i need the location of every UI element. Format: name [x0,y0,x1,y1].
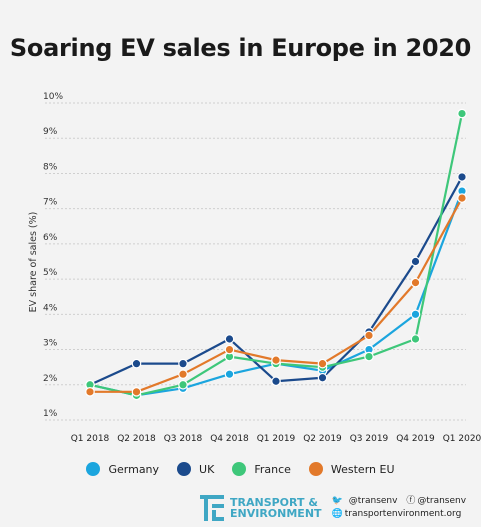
logo-line-1: TRANSPORT & [230,496,318,509]
legend-swatch [177,462,192,476]
legend-label: Germany [108,462,160,476]
data-point [457,172,467,182]
y-tick-label: 6% [43,233,58,243]
x-tick-label: Q4 2019 [396,434,435,444]
y-tick-label: 8% [43,162,58,172]
legend-label: France [254,462,291,476]
website-link[interactable]: transportenvironment.org [344,509,462,519]
data-point [317,372,328,383]
y-axis-label: EV share of sales (%) [28,212,39,313]
footer-branding: TRANSPORT & ENVIRONMENT 🐦 @transenv ⓕ @tra… [200,492,481,524]
y-tick-label: 9% [43,127,58,137]
x-tick-label: Q3 2018 [164,434,203,444]
legend-swatch [308,462,323,476]
x-tick-label: Q1 2019 [257,434,296,444]
x-tick-label: Q1 2020 [443,434,481,444]
legend-label: Western EU [330,462,395,476]
facebook-handle[interactable]: @transenv [417,496,467,506]
facebook-icon: ⓕ [406,496,416,506]
x-tick-label: Q2 2018 [117,434,156,444]
data-point [410,277,421,288]
globe-icon: 🌐 [331,509,343,519]
data-point [224,334,235,344]
y-tick-label: 1% [43,409,58,419]
data-point [410,309,421,320]
data-point [224,344,235,355]
legend-swatch [86,462,101,476]
y-tick-label: 7% [43,198,58,208]
legend-item: UK [177,462,214,476]
data-point [457,108,467,119]
y-tick-label: 4% [43,303,58,313]
legend-item: France [232,462,291,476]
data-point [131,358,142,369]
data-point [364,330,374,341]
data-point [178,379,188,390]
data-point [457,193,467,203]
data-point [131,387,142,397]
legend-label: UK [199,462,215,476]
social-links: 🐦 @transenv ⓕ @transenv 🌐 transportenvironm… [332,495,473,521]
data-point [364,351,374,362]
y-tick-label: 3% [43,339,58,349]
twitter-handle[interactable]: @transenv [348,496,398,506]
x-tick-label: Q1 2018 [71,434,110,444]
y-tick-label: 2% [43,374,58,384]
data-point [178,369,188,380]
series-line [89,113,464,397]
data-point [178,358,188,369]
legend-item: Germany [86,462,159,476]
legend-swatch [232,462,247,476]
logo-line-2: ENVIRONMENT [230,507,322,520]
series-line [89,176,463,386]
x-tick-label: Q2 2019 [303,434,342,444]
data-point [85,387,95,397]
logo-text: TRANSPORT & ENVIRONMENT [230,497,322,519]
data-point [410,334,421,344]
x-tick-label: Q4 2018 [210,434,249,444]
legend-item: Western EU [308,462,395,476]
y-tick-label: 10% [43,92,63,102]
x-tick-label: Q3 2019 [350,434,389,444]
data-point [271,376,281,387]
data-point [410,256,421,267]
data-point [271,355,281,365]
chart-title: Soaring EV sales in Europe in 2020 [9,34,472,62]
data-point [224,369,235,380]
chart-legend: Germany UK France Western EU [0,462,481,476]
te-logo-icon [200,495,224,521]
twitter-icon: 🐦 [331,496,343,506]
data-point [317,358,328,369]
y-tick-label: 5% [43,268,58,278]
